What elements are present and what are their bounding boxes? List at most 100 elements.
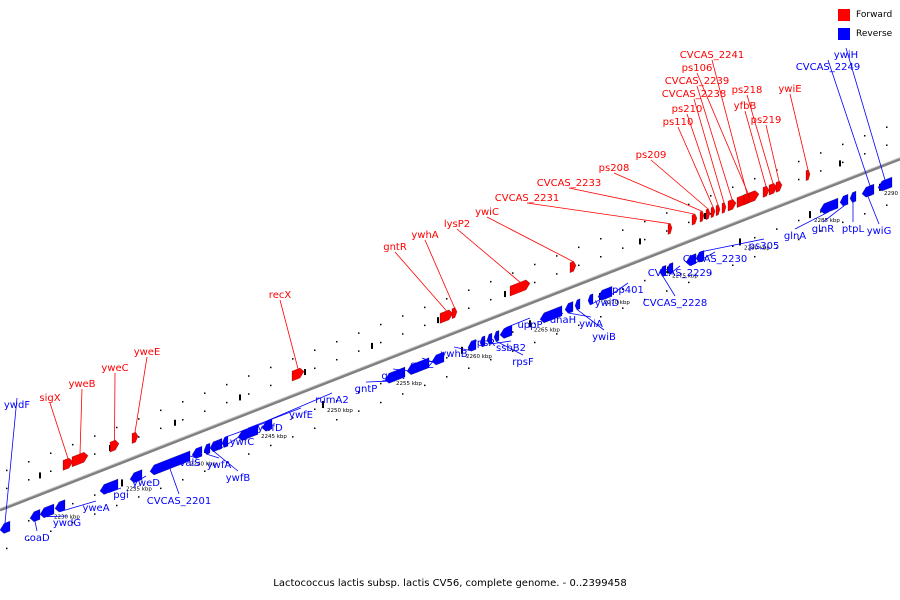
genome-backbone: [0, 157, 900, 512]
guide-dot: [490, 298, 492, 301]
gene-label-sigx: sigX: [39, 393, 60, 404]
guide-dot: [204, 410, 206, 412]
guide-dot: [94, 494, 96, 496]
guide-dot: [28, 461, 30, 463]
legend: Forward Reverse: [838, 8, 892, 46]
gene-leader-line: [206, 453, 220, 459]
guide-dot: [336, 340, 338, 343]
gene-label-ps208: ps208: [599, 163, 630, 174]
guide-dot: [710, 213, 712, 215]
gene-label-cvcas-2229: CVCAS_2229: [648, 268, 712, 279]
forward-gene-yweb: [71, 451, 89, 468]
scale-label: 2230 kbp: [54, 515, 80, 521]
guide-dot: [358, 410, 360, 412]
guide-dot: [468, 307, 470, 309]
guide-dot: [336, 358, 338, 361]
guide-dot: [820, 230, 822, 232]
gene-leader-line: [568, 312, 592, 318]
guide-dot: [864, 135, 866, 137]
gene-label-gntz: gntZ: [410, 360, 434, 371]
guide-dot: [116, 426, 118, 429]
gene-leader-line: [505, 317, 531, 329]
gene-label-ywea: yweA: [82, 503, 109, 514]
gene-label-ptpl: ptpL: [842, 224, 865, 235]
guide-dot: [820, 152, 822, 154]
reverse-gene-ywid: [587, 293, 594, 306]
gene-label-pp401: pp401: [612, 285, 644, 296]
guide-dot: [446, 298, 448, 300]
guide-dot: [732, 264, 734, 267]
gene-label-cvcas-2249: CVCAS_2249: [796, 62, 860, 73]
gene-leader-line: [134, 356, 148, 433]
guide-dot: [28, 520, 30, 522]
guide-dot: [578, 324, 580, 327]
forward-gene-ps209: [705, 208, 711, 221]
gene-leader-line: [827, 59, 871, 186]
guide-dot: [314, 427, 316, 430]
guide-dot: [644, 279, 646, 282]
guide-dot: [248, 453, 250, 455]
gene-label-gntk: gntK: [381, 371, 405, 382]
gene-leader-line: [693, 98, 725, 203]
forward-gene-ps110: [710, 206, 716, 219]
forward-gene-ywic: [569, 260, 577, 274]
gene-leader-line: [577, 309, 605, 331]
gene-leader-line: [34, 521, 38, 532]
guide-dot: [556, 255, 558, 257]
forward-gene-ps219: [775, 180, 783, 193]
guide-dot: [292, 436, 294, 438]
gene-leader-line: [114, 372, 116, 441]
genome-backbone-highlight: [0, 157, 900, 509]
gene-leader-line: [550, 312, 564, 321]
forward-gene-cvcas-2231: [667, 223, 673, 235]
scale-label: 2270 kbp: [604, 300, 630, 306]
guide-dot: [226, 383, 228, 386]
guide-dot: [380, 323, 382, 326]
guide-dot: [622, 229, 624, 231]
legend-item-forward: Forward: [838, 8, 892, 22]
reverse-gene-gntz: [431, 351, 445, 366]
reverse-gene-glna: [819, 197, 839, 214]
gene-leader-line: [604, 282, 629, 300]
gene-label-cvcas-2239: CVCAS_2239: [665, 76, 729, 87]
guide-dot: [644, 238, 646, 241]
guide-dot: [754, 255, 756, 258]
gene-label-ps209: ps209: [636, 150, 667, 161]
gene-label-ywfb: ywfB: [226, 473, 251, 484]
forward-gene-yfbb: [762, 185, 770, 198]
forward-gene-cvcas-2239: [727, 198, 737, 212]
gene-leader-line: [650, 159, 709, 210]
gene-label-ywdf: ywdF: [4, 400, 30, 411]
reverse-gene-cvcas-2228: [659, 264, 667, 278]
gene-label-ywig: ywiG: [867, 226, 892, 237]
gene-label-gntr: gntR: [383, 242, 407, 253]
guide-dot: [534, 322, 536, 325]
gene-leader-line: [453, 346, 473, 352]
forward-gene-ps210: [715, 204, 721, 217]
gene-leader-line: [218, 434, 243, 450]
guide-dot: [578, 246, 580, 249]
guide-dot: [424, 306, 426, 309]
forward-gene-recx: [291, 367, 305, 382]
legend-label-forward: Forward: [856, 10, 893, 20]
guide-dot: [94, 513, 96, 515]
guide-dot: [490, 358, 492, 361]
forward-gene-ywie: [805, 169, 811, 182]
gene-label-dnah: dnaH: [550, 315, 576, 326]
guide-dot: [688, 281, 690, 284]
gene-label-pgi: pgi: [113, 490, 128, 501]
guide-dot: [776, 247, 778, 249]
gene-label-cvcas-2238: CVCAS_2238: [662, 89, 726, 100]
guide-dot: [666, 212, 668, 214]
gene-leader-line: [46, 515, 68, 518]
gene-leader-line: [526, 202, 671, 225]
gene-label-ywhb: ywhB: [440, 349, 467, 360]
forward-gene-ywec: [109, 439, 120, 453]
scale-label: 2245 kbp: [261, 434, 287, 440]
gene-leader-line: [677, 126, 714, 208]
guide-dot: [50, 452, 52, 454]
legend-swatch-reverse: [838, 28, 850, 40]
guide-dot: [534, 263, 536, 266]
gene-label-cvcas-2230: CVCAS_2230: [683, 254, 747, 265]
